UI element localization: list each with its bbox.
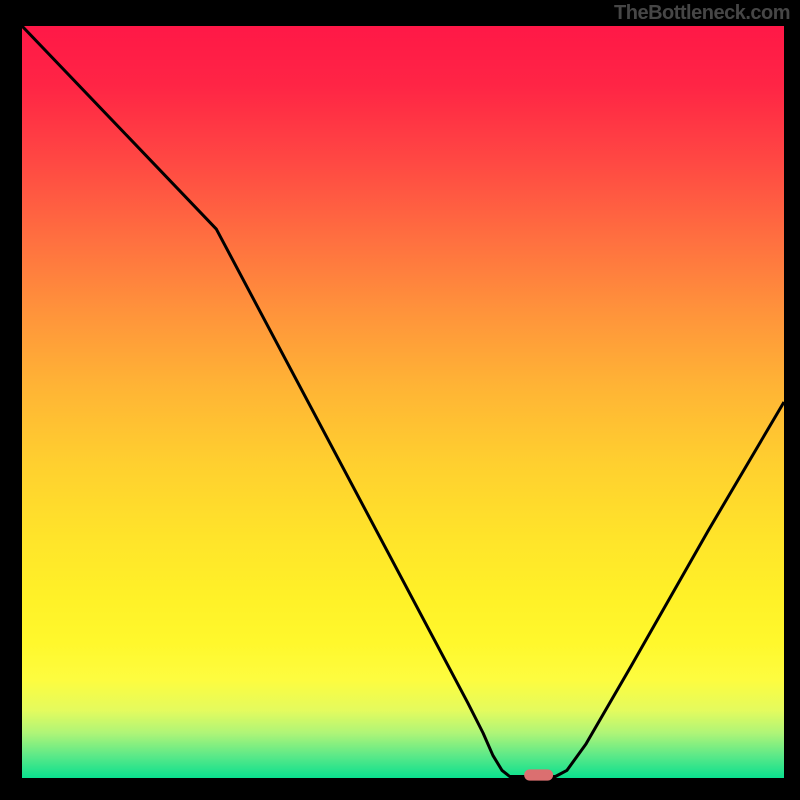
bottleneck-chart <box>0 0 800 800</box>
chart-container: TheBottleneck.com <box>0 0 800 800</box>
plot-area <box>22 26 784 778</box>
optimal-marker <box>524 769 553 780</box>
watermark-text: TheBottleneck.com <box>614 2 790 25</box>
